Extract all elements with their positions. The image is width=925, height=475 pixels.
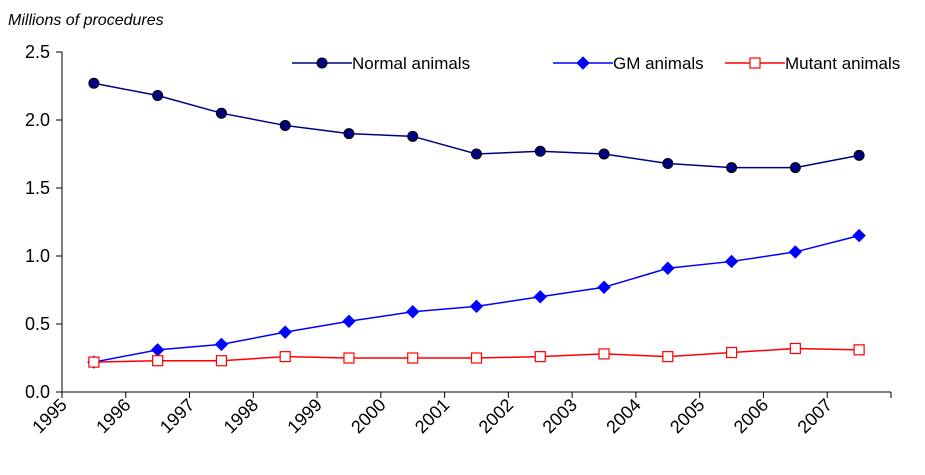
series-normal-animals (88, 77, 865, 174)
series-mutant-animals (88, 342, 865, 368)
y-tick-label: 1.5 (25, 178, 50, 198)
data-point (661, 261, 675, 275)
data-point (343, 128, 355, 140)
data-point (406, 305, 420, 319)
legend-label: Normal animals (352, 54, 470, 73)
y-tick-label: 2.0 (25, 110, 50, 130)
data-point (278, 325, 292, 339)
legend-marker (316, 57, 328, 69)
y-axis-label: Millions of procedures (8, 12, 164, 29)
data-point (534, 145, 546, 157)
data-point (342, 314, 356, 328)
x-tick-label: 2000 (347, 395, 389, 437)
x-tick-label: 2006 (730, 395, 772, 437)
series-layer (87, 77, 866, 369)
data-point (853, 344, 865, 356)
legend-label: Mutant animals (785, 54, 900, 73)
data-point (215, 107, 227, 119)
x-tick-label: 1997 (156, 395, 198, 437)
data-point (533, 290, 547, 304)
legend-item: GM animals (553, 54, 704, 73)
x-tick-label: 2007 (794, 395, 836, 437)
x-tick-label: 2002 (475, 395, 517, 437)
legend-marker (576, 56, 590, 70)
data-point (597, 280, 611, 294)
data-point (789, 162, 801, 174)
x-tick-label: 2004 (602, 395, 644, 437)
data-point (662, 351, 674, 363)
data-point (598, 348, 610, 360)
y-tick-label: 2.5 (25, 42, 50, 62)
legend-item: Normal animals (292, 54, 470, 73)
data-point (853, 149, 865, 161)
data-point (407, 130, 419, 142)
data-point (598, 148, 610, 160)
data-point (789, 342, 801, 355)
x-tick-label: 2005 (666, 395, 708, 437)
y-tick-label: 0.0 (25, 382, 50, 402)
data-point (407, 352, 419, 364)
data-point (279, 351, 291, 363)
data-point (534, 351, 546, 363)
data-point (726, 162, 738, 174)
data-point (343, 352, 355, 364)
data-point (279, 119, 291, 131)
data-point (152, 355, 164, 367)
data-point (724, 254, 739, 269)
data-point (852, 228, 866, 243)
data-point (470, 352, 483, 364)
data-point (88, 77, 100, 89)
x-tick-label: 1996 (92, 395, 134, 437)
data-point (471, 148, 482, 160)
series-gm-animals (87, 228, 866, 369)
data-point (152, 90, 164, 102)
y-tick-label: 0.5 (25, 314, 50, 334)
data-point (725, 346, 738, 359)
data-point (788, 245, 803, 259)
data-point (215, 355, 228, 367)
data-point (214, 337, 229, 352)
y-tick-label: 1.0 (25, 246, 50, 266)
legend-label: GM animals (613, 54, 704, 73)
x-tick-label: 2001 (411, 395, 453, 437)
x-tick-label: 1999 (283, 395, 325, 437)
data-point (150, 343, 165, 357)
x-tick-label: 1998 (220, 395, 262, 437)
legend-marker (749, 57, 761, 69)
data-point (88, 356, 100, 368)
x-tick-label: 2003 (539, 395, 581, 437)
legend-item: Mutant animals (725, 54, 900, 73)
data-point (469, 299, 484, 314)
series-line (93, 234, 860, 363)
legend: Normal animals GM animals Mutant animals (292, 54, 900, 73)
data-point (662, 158, 674, 170)
